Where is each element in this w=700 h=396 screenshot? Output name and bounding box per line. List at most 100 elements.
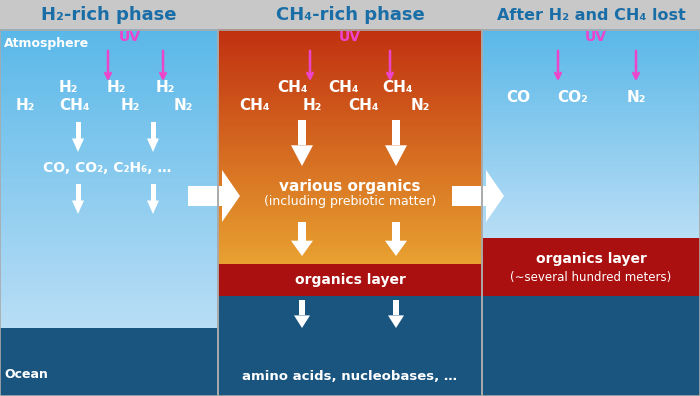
- Bar: [0, 189, 218, 194]
- Bar: [482, 211, 700, 215]
- Bar: [482, 172, 700, 175]
- Text: After H₂ and CH₄ lost: After H₂ and CH₄ lost: [496, 8, 685, 23]
- Bar: [218, 137, 482, 141]
- Bar: [0, 130, 218, 134]
- Bar: [482, 53, 700, 56]
- Bar: [218, 140, 482, 144]
- Bar: [0, 212, 218, 216]
- Bar: [218, 97, 482, 100]
- Bar: [482, 78, 700, 82]
- Bar: [218, 135, 482, 138]
- Bar: [482, 229, 700, 233]
- Bar: [482, 71, 700, 74]
- Bar: [218, 123, 482, 127]
- Text: CO, CO₂, C₂H₆, …: CO, CO₂, C₂H₆, …: [43, 161, 172, 175]
- Bar: [0, 305, 218, 309]
- Bar: [482, 177, 700, 181]
- Text: CO: CO: [506, 91, 530, 105]
- Bar: [0, 171, 218, 175]
- Bar: [0, 227, 218, 231]
- Text: CH₄: CH₄: [383, 80, 413, 95]
- Bar: [482, 61, 700, 64]
- Bar: [0, 29, 218, 34]
- Text: N₂: N₂: [174, 99, 192, 114]
- Bar: [482, 107, 700, 110]
- Bar: [218, 105, 482, 109]
- Bar: [218, 167, 482, 170]
- Bar: [218, 225, 482, 229]
- Bar: [0, 44, 218, 49]
- Bar: [482, 136, 700, 139]
- Bar: [218, 254, 482, 258]
- Polygon shape: [147, 200, 159, 214]
- Bar: [218, 196, 482, 200]
- Bar: [0, 0, 700, 30]
- Text: CH₄: CH₄: [329, 80, 359, 95]
- Bar: [0, 70, 218, 75]
- Bar: [218, 126, 482, 129]
- Bar: [218, 117, 482, 121]
- Bar: [218, 169, 482, 173]
- Bar: [482, 296, 700, 396]
- Bar: [218, 243, 482, 246]
- Bar: [218, 202, 482, 206]
- Bar: [0, 160, 218, 164]
- Bar: [218, 246, 482, 249]
- Bar: [482, 219, 700, 223]
- Bar: [218, 30, 482, 396]
- Bar: [0, 126, 218, 131]
- Bar: [218, 161, 482, 165]
- Bar: [218, 181, 482, 185]
- Bar: [482, 196, 700, 199]
- Bar: [218, 131, 482, 135]
- Bar: [218, 44, 482, 48]
- Bar: [0, 242, 218, 246]
- Bar: [218, 47, 482, 50]
- Bar: [218, 85, 482, 88]
- Polygon shape: [147, 139, 159, 152]
- Bar: [218, 164, 482, 168]
- Text: UV: UV: [339, 30, 361, 44]
- Bar: [482, 224, 700, 228]
- Bar: [218, 41, 482, 45]
- Bar: [0, 178, 218, 183]
- Bar: [482, 45, 700, 48]
- Bar: [218, 178, 482, 182]
- Bar: [482, 118, 700, 121]
- Polygon shape: [222, 170, 240, 222]
- Bar: [0, 152, 218, 157]
- Bar: [482, 204, 700, 207]
- Bar: [0, 316, 218, 320]
- Bar: [218, 158, 482, 162]
- Bar: [0, 148, 218, 153]
- Bar: [0, 204, 218, 209]
- Bar: [0, 167, 218, 171]
- Bar: [0, 59, 218, 63]
- Bar: [482, 238, 700, 296]
- Bar: [0, 137, 218, 142]
- Bar: [0, 264, 218, 268]
- Bar: [393, 300, 399, 315]
- Bar: [0, 328, 218, 396]
- Bar: [482, 81, 700, 85]
- Bar: [0, 67, 218, 71]
- Bar: [482, 156, 700, 160]
- Bar: [218, 70, 482, 74]
- Text: H₂: H₂: [120, 99, 140, 114]
- Bar: [298, 222, 306, 241]
- Bar: [218, 55, 482, 59]
- Bar: [482, 115, 700, 118]
- Bar: [482, 94, 700, 97]
- Bar: [0, 197, 218, 201]
- Text: organics layer: organics layer: [536, 252, 646, 266]
- Bar: [482, 198, 700, 202]
- Polygon shape: [72, 200, 84, 214]
- Bar: [0, 249, 218, 253]
- Bar: [218, 251, 482, 255]
- Bar: [218, 108, 482, 112]
- Bar: [0, 89, 218, 93]
- Bar: [482, 55, 700, 59]
- Bar: [218, 173, 482, 176]
- Text: N₂: N₂: [410, 99, 430, 114]
- Bar: [218, 257, 482, 261]
